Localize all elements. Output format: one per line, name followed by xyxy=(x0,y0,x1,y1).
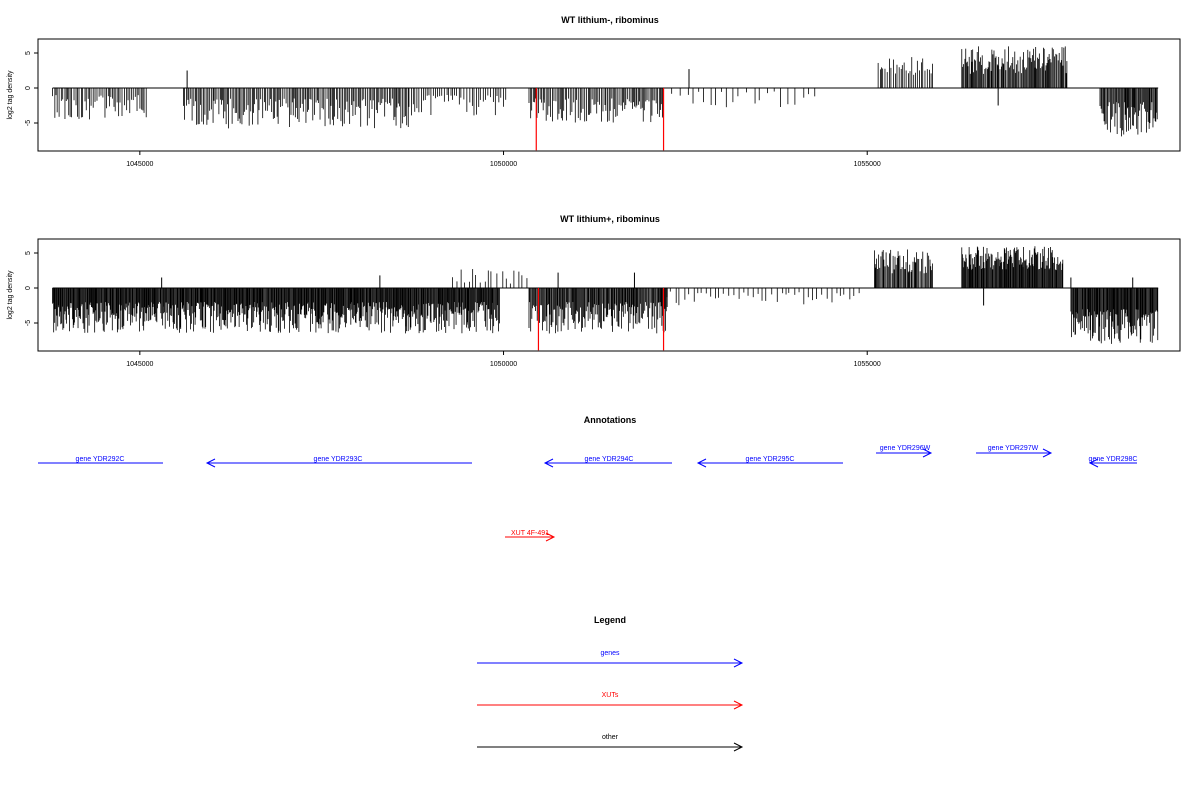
gene-annotation: gene YDR293C xyxy=(205,456,472,468)
axis-ticks: 1045000 1050000 1055000 -5 0 5 xyxy=(25,251,881,368)
x-tick-label: 1045000 xyxy=(126,361,153,368)
y-tick-label: -5 xyxy=(25,120,32,126)
legend-label: XUTs xyxy=(602,692,619,699)
chart-title: WT lithium+, ribominus xyxy=(560,214,660,224)
legend-item-xuts: XUTs xyxy=(477,692,744,710)
axis-ticks: 1045000 1050000 1055000 -5 0 5 xyxy=(25,51,881,168)
arrow-right-icon xyxy=(545,532,556,542)
annotations-title: Annotations xyxy=(584,415,637,425)
gene-annotation: gene YDR296W xyxy=(876,445,933,458)
gene-annotation: gene YDR297W xyxy=(976,445,1053,458)
gene-label: gene YDR297W xyxy=(988,445,1039,452)
gene-label: gene YDR296W xyxy=(880,445,931,452)
xut-annotation: XUT 4F-491 xyxy=(505,530,556,542)
y-tick-label: 5 xyxy=(25,251,32,255)
arrow-left-icon xyxy=(543,458,554,468)
y-tick-label: 0 xyxy=(25,286,32,290)
arrow-right-icon xyxy=(922,448,933,458)
x-tick-label: 1050000 xyxy=(490,361,517,368)
x-tick-label: 1055000 xyxy=(854,161,881,168)
legend-item-other: other xyxy=(477,734,744,752)
arrow-left-icon xyxy=(1088,458,1099,468)
xut-label: XUT 4F-491 xyxy=(511,530,549,537)
legend-label: other xyxy=(602,734,619,741)
plot-frame xyxy=(37,238,1181,352)
plot-frame xyxy=(37,38,1181,152)
chart-title: WT lithium-, ribominus xyxy=(561,15,659,25)
density-bars xyxy=(52,46,1159,151)
y-tick-label: -5 xyxy=(25,320,32,326)
track-panel-lithium-minus: WT lithium-, ribominus log2 tag density … xyxy=(7,15,1181,168)
gene-label: gene YDR298C xyxy=(1089,456,1138,463)
y-axis-label: log2 tag density xyxy=(7,70,14,120)
y-axis-label: log2 tag density xyxy=(7,270,14,320)
gene-label: gene YDR294C xyxy=(585,456,634,463)
y-tick-label: 5 xyxy=(25,51,32,55)
arrow-right-icon xyxy=(1042,448,1053,458)
gene-annotation: gene YDR292C xyxy=(38,456,163,464)
arrow-right-icon xyxy=(733,700,744,710)
gene-label: gene YDR292C xyxy=(76,456,125,463)
arrow-left-icon xyxy=(205,458,216,468)
arrow-right-icon xyxy=(733,658,744,668)
legend-label: genes xyxy=(600,650,620,657)
y-tick-label: 0 xyxy=(25,86,32,90)
x-tick-label: 1045000 xyxy=(126,161,153,168)
gene-annotation: gene YDR295C xyxy=(696,456,843,468)
track-panel-lithium-plus: WT lithium+, ribominus log2 tag density … xyxy=(7,214,1181,368)
gene-annotation: gene YDR294C xyxy=(543,456,672,468)
gene-label: gene YDR295C xyxy=(746,456,795,463)
density-bars xyxy=(52,246,1159,351)
x-tick-label: 1050000 xyxy=(490,161,517,168)
arrow-right-icon xyxy=(733,742,744,752)
x-tick-label: 1055000 xyxy=(854,361,881,368)
legend-item-genes: genes xyxy=(477,650,744,668)
legend-title: Legend xyxy=(594,615,626,625)
arrow-left-icon xyxy=(696,458,707,468)
gene-annotation: gene YDR298C xyxy=(1088,456,1138,468)
gene-label: gene YDR293C xyxy=(314,456,363,463)
